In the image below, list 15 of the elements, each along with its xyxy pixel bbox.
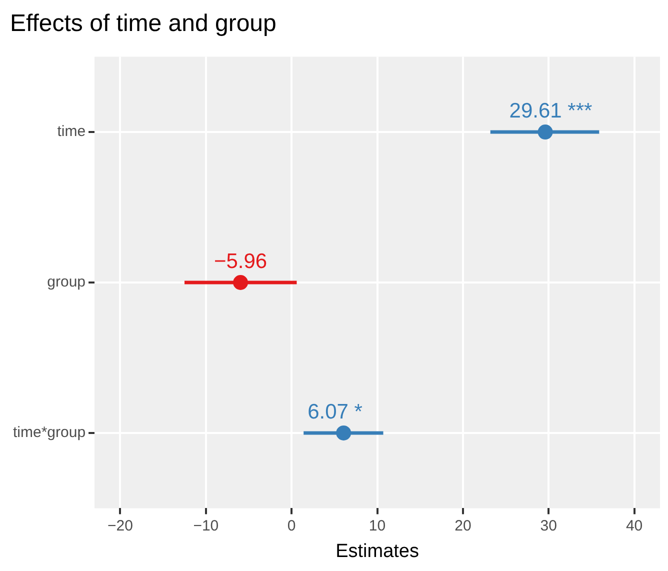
- x-tick-label: −10: [193, 517, 219, 534]
- data-label: 6.07 *: [308, 400, 362, 424]
- data-label: −5.96: [214, 250, 268, 273]
- x-tick-label: 40: [626, 517, 643, 534]
- x-tick-label: 20: [454, 517, 472, 534]
- y-tick-label: time*group: [12, 424, 86, 442]
- x-tick-label: −20: [108, 517, 133, 534]
- y-tick-label: group: [47, 274, 86, 291]
- data-label: 29.61 ***: [509, 99, 592, 122]
- x-tick-label: 30: [540, 517, 557, 534]
- chart-title: Effects of time and group: [10, 10, 276, 38]
- y-tick-label: time: [57, 123, 86, 140]
- x-axis-title: Estimates: [336, 540, 419, 562]
- x-tick-label: 0: [287, 517, 296, 534]
- x-tick-label: 10: [368, 517, 386, 534]
